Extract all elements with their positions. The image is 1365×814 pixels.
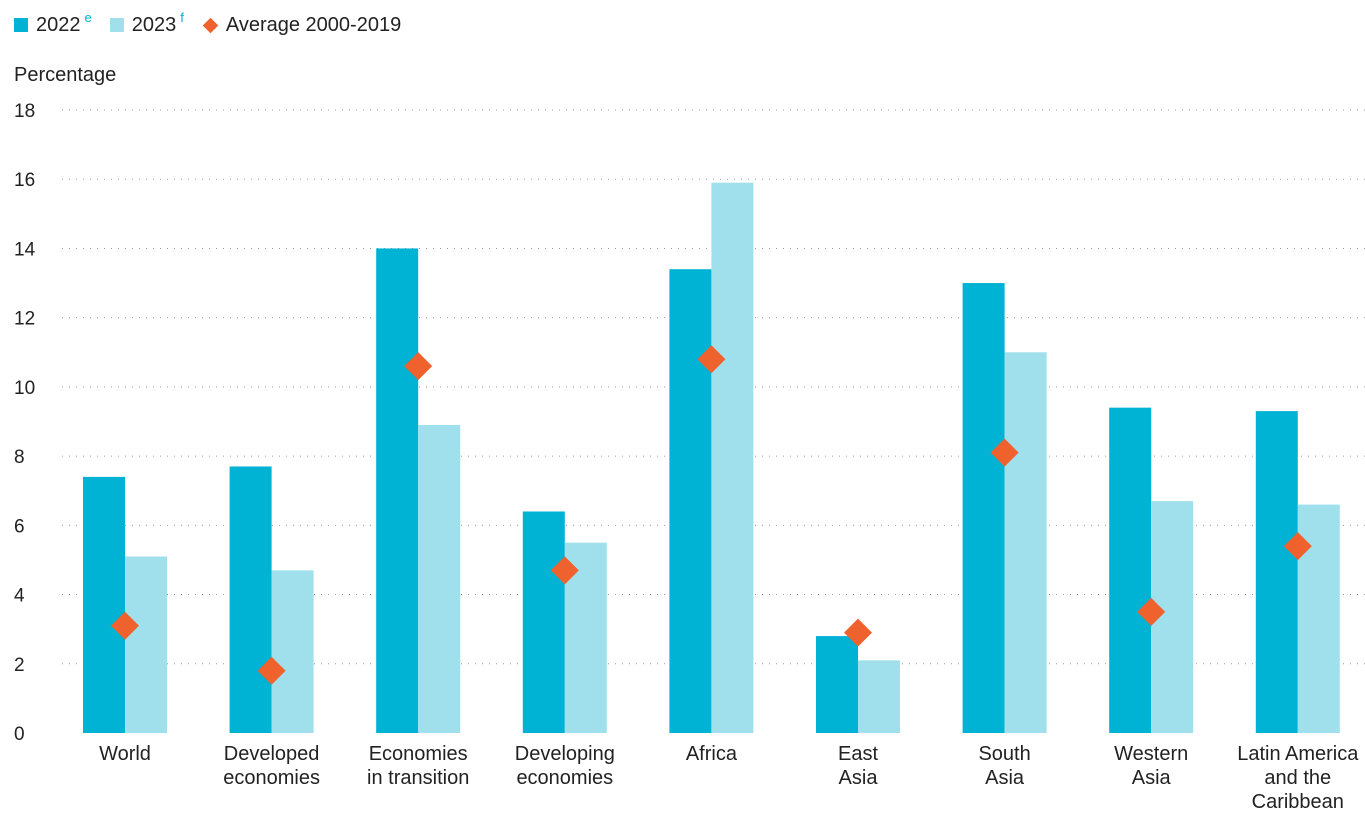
- y-tick-label: 14: [14, 239, 36, 260]
- x-category-label: Latin America: [1237, 743, 1359, 765]
- legend-label-2023: 2023: [131, 13, 177, 36]
- bar-2022: [1255, 411, 1298, 733]
- bar-2023: [271, 570, 314, 733]
- legend-sup-2022: e: [84, 9, 92, 25]
- legend-label-average: Average 2000-2019: [225, 13, 402, 36]
- average-marker: [990, 438, 1019, 467]
- x-category-label: Developed: [224, 743, 320, 765]
- legend-item-2022: 2022 e: [14, 10, 92, 37]
- average-marker: [550, 556, 579, 585]
- bar-2022: [962, 283, 1005, 733]
- bar-2023: [1004, 352, 1047, 733]
- x-category-label: in transition: [367, 767, 469, 789]
- bar-2022: [376, 248, 419, 733]
- x-category-label: Developing: [515, 743, 615, 765]
- x-category-label: Asia: [839, 767, 879, 789]
- x-category-label: Caribbean: [1252, 791, 1344, 813]
- legend-label-2022: 2022: [36, 13, 81, 36]
- x-category-label: Asia: [1132, 767, 1172, 789]
- legend-item-average: Average 2000-2019: [202, 14, 401, 37]
- y-tick-label: 10: [14, 378, 35, 399]
- x-category-label: Western: [1114, 743, 1188, 765]
- bar-2023: [418, 424, 461, 733]
- bar-2023: [125, 556, 167, 733]
- average-marker: [1283, 532, 1312, 561]
- average-marker: [1137, 597, 1166, 626]
- y-axis-title: Percentage: [14, 64, 117, 86]
- legend-item-2023: 2023 f: [109, 10, 184, 37]
- average-marker: [404, 352, 433, 381]
- y-tick-label: 12: [14, 309, 35, 330]
- y-tick-label: 8: [14, 447, 25, 468]
- x-category-label: World: [99, 743, 151, 765]
- y-tick-label: 2: [14, 655, 25, 676]
- x-category-label: and the: [1264, 767, 1331, 789]
- x-category-label: East: [838, 743, 878, 765]
- average-marker: [844, 618, 872, 647]
- x-category-label: South: [978, 743, 1030, 765]
- chart-legend: 2022 e 2023 f Average 2000-2019: [14, 10, 419, 40]
- average-marker: [111, 611, 139, 640]
- y-tick-label: 4: [14, 586, 25, 607]
- average-marker: [257, 656, 286, 685]
- bar-2022: [83, 476, 125, 733]
- x-category-label: economies: [223, 767, 320, 789]
- legend-swatch-2023: [109, 18, 124, 32]
- y-tick-label: 16: [14, 170, 35, 191]
- y-tick-label: 6: [14, 516, 25, 537]
- bar-2022: [816, 636, 858, 733]
- bar-2022: [1109, 407, 1152, 733]
- bar-2023: [711, 182, 754, 733]
- y-tick-label: 0: [14, 724, 25, 745]
- x-category-label: Economies: [369, 743, 468, 765]
- legend-swatch-2022: [14, 18, 28, 32]
- x-category-label: economies: [516, 767, 613, 789]
- bar-2023: [858, 660, 900, 733]
- bar-2022: [229, 466, 272, 733]
- bar-2022: [669, 269, 712, 733]
- x-category-label: Asia: [985, 767, 1025, 789]
- y-tick-label: 18: [14, 101, 35, 122]
- x-category-label: Africa: [686, 743, 738, 765]
- legend-sup-2023: f: [180, 9, 184, 25]
- bar-2022: [522, 511, 565, 733]
- average-marker: [697, 345, 726, 374]
